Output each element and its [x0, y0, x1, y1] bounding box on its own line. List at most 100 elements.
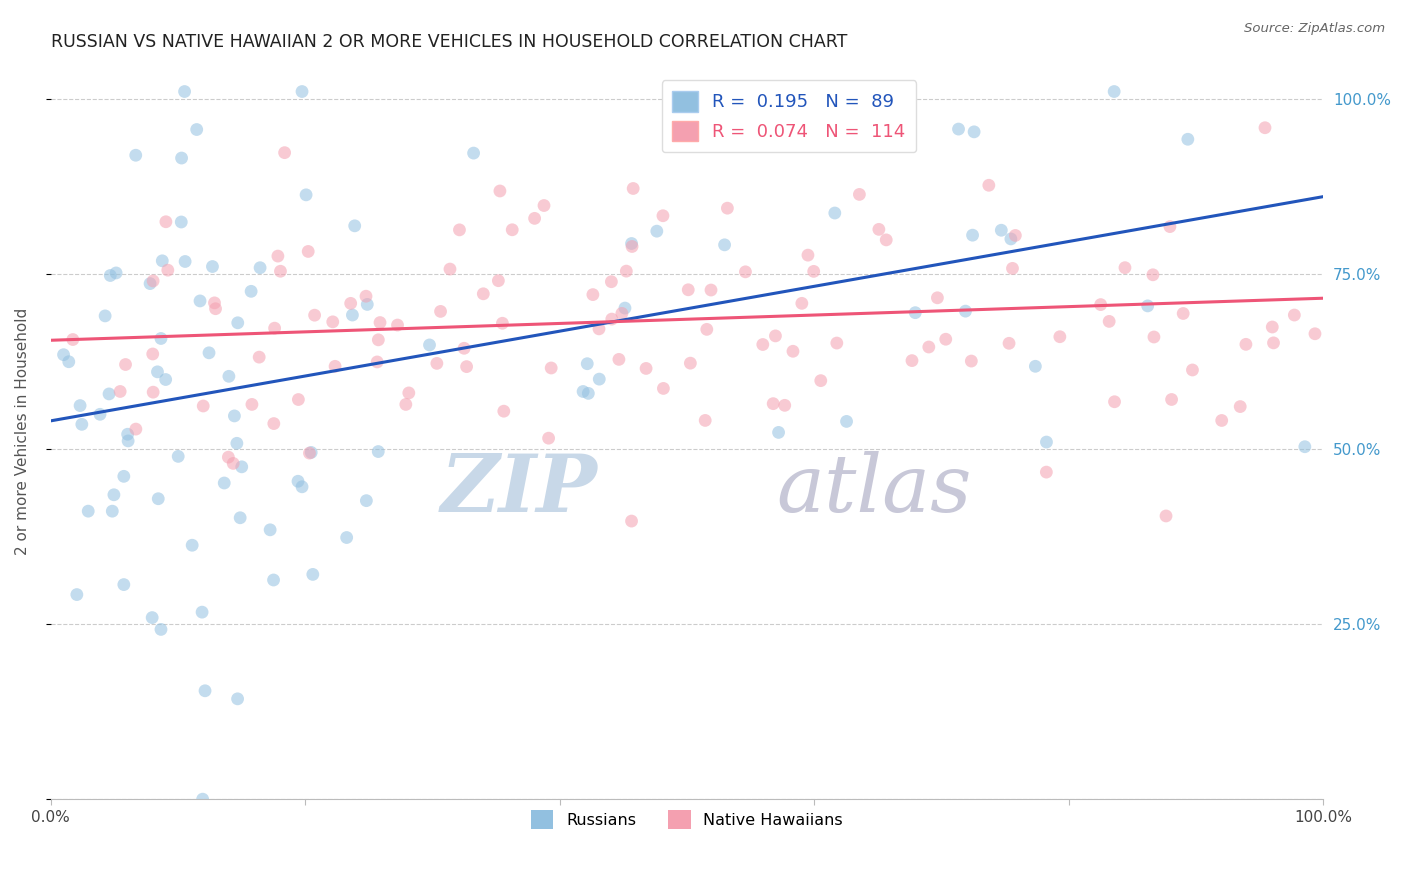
Point: [1154, 508, 1177, 523]
Point: [188, 293, 211, 308]
Point: [696, 322, 718, 336]
Text: RUSSIAN VS NATIVE HAWAIIAN 2 OR MORE VEHICLES IN HOUSEHOLD CORRELATION CHART: RUSSIAN VS NATIVE HAWAIIAN 2 OR MORE VEH…: [51, 33, 848, 51]
Point: [114, 358, 136, 372]
Point: [1229, 400, 1251, 414]
Point: [752, 337, 775, 351]
Point: [263, 417, 285, 431]
Point: [418, 338, 440, 352]
Point: [588, 372, 610, 386]
Point: [299, 445, 322, 459]
Point: [1114, 260, 1136, 275]
Point: [472, 286, 495, 301]
Point: [977, 178, 1000, 193]
Point: [523, 211, 546, 226]
Point: [259, 523, 281, 537]
Point: [621, 181, 644, 195]
Point: [224, 409, 246, 423]
Point: [204, 301, 226, 316]
Point: [948, 122, 970, 136]
Point: [537, 431, 560, 445]
Point: [263, 573, 285, 587]
Point: [620, 236, 643, 251]
Point: [295, 187, 318, 202]
Point: [765, 329, 787, 343]
Point: [1263, 335, 1285, 350]
Point: [426, 356, 449, 370]
Point: [194, 683, 217, 698]
Point: [716, 201, 738, 215]
Point: [103, 488, 125, 502]
Point: [108, 384, 131, 399]
Point: [117, 427, 139, 442]
Point: [810, 374, 832, 388]
Point: [198, 346, 221, 360]
Point: [146, 365, 169, 379]
Point: [98, 387, 121, 401]
Point: [1261, 320, 1284, 334]
Point: [700, 283, 723, 297]
Point: [263, 321, 285, 335]
Point: [174, 254, 197, 268]
Point: [1143, 330, 1166, 344]
Point: [339, 296, 361, 310]
Point: [249, 260, 271, 275]
Point: [803, 264, 825, 278]
Point: [773, 398, 796, 412]
Point: [70, 417, 93, 432]
Point: [125, 422, 148, 436]
Point: [139, 277, 162, 291]
Point: [449, 223, 471, 237]
Point: [1254, 120, 1277, 135]
Point: [231, 459, 253, 474]
Point: [600, 275, 623, 289]
Point: [835, 414, 858, 428]
Point: [1234, 337, 1257, 351]
Point: [610, 306, 633, 320]
Point: [269, 264, 291, 278]
Point: [904, 306, 927, 320]
Y-axis label: 2 or more Vehicles in Household: 2 or more Vehicles in Household: [15, 308, 30, 555]
Point: [112, 577, 135, 591]
Point: [117, 434, 139, 448]
Point: [607, 352, 630, 367]
Point: [398, 385, 420, 400]
Point: [342, 308, 364, 322]
Point: [1142, 268, 1164, 282]
Point: [679, 356, 702, 370]
Point: [291, 85, 314, 99]
Point: [323, 359, 346, 374]
Point: [621, 239, 644, 253]
Point: [291, 480, 314, 494]
Point: [89, 407, 111, 421]
Point: [367, 444, 389, 458]
Point: [652, 209, 675, 223]
Point: [652, 381, 675, 395]
Point: [141, 610, 163, 624]
Point: [540, 361, 562, 376]
Point: [501, 223, 523, 237]
Point: [181, 538, 204, 552]
Point: [1177, 132, 1199, 146]
Point: [1090, 297, 1112, 311]
Point: [782, 344, 804, 359]
Point: [240, 397, 263, 411]
Point: [395, 397, 418, 411]
Point: [1035, 465, 1057, 479]
Point: [173, 85, 195, 99]
Point: [62, 333, 84, 347]
Point: [734, 265, 756, 279]
Point: [201, 260, 224, 274]
Point: [901, 353, 924, 368]
Point: [301, 567, 323, 582]
Point: [191, 605, 214, 619]
Point: [1159, 219, 1181, 234]
Point: [149, 331, 172, 345]
Point: [1001, 261, 1024, 276]
Point: [193, 399, 215, 413]
Point: [267, 249, 290, 263]
Point: [955, 304, 977, 318]
Point: [298, 446, 321, 460]
Point: [990, 223, 1012, 237]
Point: [354, 289, 377, 303]
Point: [226, 691, 249, 706]
